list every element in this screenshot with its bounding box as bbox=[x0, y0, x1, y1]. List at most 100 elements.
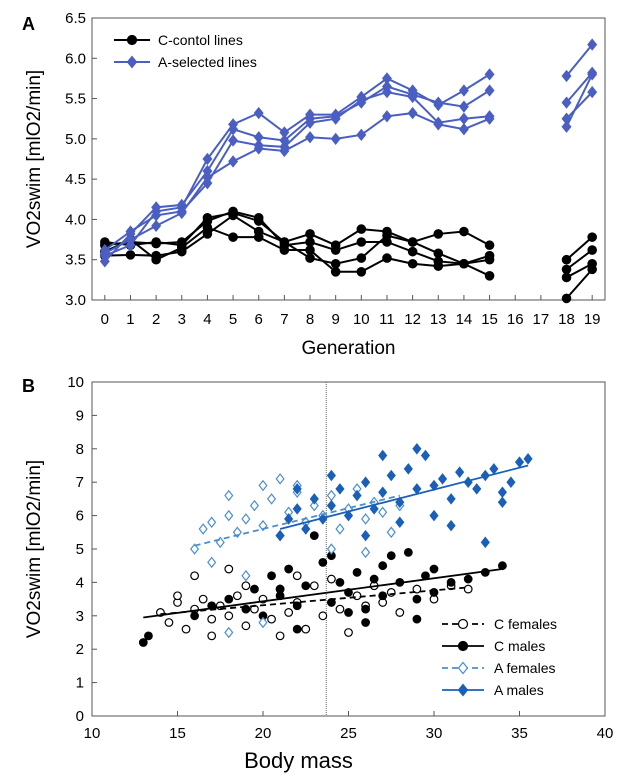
data-point bbox=[378, 449, 388, 462]
x-tick-label: 11 bbox=[379, 311, 395, 328]
panel-b-legend: C females C males A females A males bbox=[442, 616, 557, 698]
series-line bbox=[565, 43, 593, 77]
data-point bbox=[356, 128, 367, 141]
data-point bbox=[407, 90, 418, 104]
data-point bbox=[386, 526, 396, 539]
data-point bbox=[561, 254, 572, 265]
data-point bbox=[412, 584, 422, 594]
x-tick-label: 12 bbox=[404, 311, 421, 328]
data-point bbox=[224, 509, 234, 522]
data-point bbox=[344, 608, 353, 617]
data-point bbox=[190, 571, 200, 581]
data-point bbox=[258, 519, 268, 532]
data-point bbox=[395, 608, 405, 617]
data-point bbox=[561, 120, 572, 133]
panel-b-x-ticks: 10 15 20 25 30 35 40 bbox=[84, 711, 613, 742]
data-point bbox=[484, 68, 495, 81]
data-point bbox=[305, 253, 315, 263]
data-point bbox=[356, 266, 367, 277]
panel-a-plot-frame bbox=[91, 17, 606, 301]
data-point bbox=[458, 112, 469, 125]
data-point bbox=[412, 483, 422, 495]
data-point bbox=[433, 248, 444, 259]
data-point bbox=[561, 69, 572, 83]
series-line bbox=[104, 214, 490, 265]
data-point bbox=[190, 611, 200, 621]
x-tick-label: 8 bbox=[306, 311, 314, 328]
data-point bbox=[378, 486, 388, 498]
series-c-males bbox=[138, 531, 507, 647]
series-line bbox=[565, 236, 593, 261]
data-point bbox=[523, 453, 533, 465]
data-point bbox=[253, 142, 264, 155]
data-point bbox=[267, 571, 276, 581]
y-tick-label: 6.5 bbox=[65, 10, 86, 27]
data-point bbox=[407, 246, 418, 257]
x-tick-label: 6 bbox=[255, 311, 263, 328]
data-point bbox=[561, 272, 572, 283]
data-point bbox=[484, 271, 495, 281]
data-point bbox=[344, 628, 353, 637]
legend-marker bbox=[457, 661, 469, 675]
data-point bbox=[459, 258, 469, 269]
panel-b-x-axis-label: Body mass bbox=[244, 748, 353, 773]
data-point bbox=[326, 469, 336, 482]
data-point bbox=[484, 84, 495, 97]
data-point bbox=[506, 476, 516, 488]
panel-b-y-axis-label: VO2swim [mlO2/min] bbox=[24, 460, 45, 638]
data-point bbox=[228, 208, 238, 218]
data-point bbox=[207, 631, 217, 641]
x-tick-label: 19 bbox=[584, 311, 601, 328]
data-point bbox=[378, 506, 388, 519]
data-point bbox=[433, 96, 444, 109]
data-point bbox=[412, 443, 422, 455]
data-point bbox=[309, 581, 319, 591]
panel-b-points bbox=[138, 443, 533, 647]
data-point bbox=[207, 516, 217, 529]
data-point bbox=[224, 626, 234, 639]
data-point bbox=[433, 229, 444, 239]
data-point bbox=[326, 499, 336, 512]
data-point bbox=[318, 611, 328, 621]
data-point bbox=[330, 240, 341, 251]
data-point bbox=[292, 503, 302, 515]
data-point bbox=[514, 456, 525, 468]
data-point bbox=[352, 489, 362, 502]
data-point bbox=[407, 106, 418, 120]
data-point bbox=[284, 608, 294, 617]
series-line bbox=[104, 85, 491, 263]
x-tick-label: 4 bbox=[203, 311, 211, 328]
data-point bbox=[228, 232, 238, 242]
data-point bbox=[497, 496, 507, 509]
data-point bbox=[382, 226, 392, 237]
legend-marker bbox=[126, 34, 138, 46]
legend-label: C females bbox=[494, 616, 557, 632]
data-point bbox=[561, 293, 572, 304]
data-point bbox=[335, 604, 345, 614]
data-point bbox=[446, 493, 456, 505]
data-point bbox=[420, 449, 431, 462]
data-point bbox=[378, 561, 388, 571]
data-point bbox=[330, 132, 341, 146]
data-point bbox=[224, 489, 234, 502]
legend-label: A females bbox=[494, 660, 555, 676]
legend-marker bbox=[457, 618, 469, 630]
legend-label: C-contol lines bbox=[158, 32, 243, 48]
data-point bbox=[202, 171, 213, 184]
data-point bbox=[395, 516, 405, 529]
data-point bbox=[497, 486, 507, 498]
data-point bbox=[326, 489, 336, 502]
data-point bbox=[369, 503, 379, 515]
data-point bbox=[151, 250, 161, 261]
data-point bbox=[382, 253, 392, 263]
data-point bbox=[458, 84, 469, 97]
data-point bbox=[305, 229, 315, 239]
fit-line bbox=[279, 464, 529, 530]
data-point bbox=[164, 618, 174, 627]
panel-b-fit-lines bbox=[143, 464, 529, 619]
data-point bbox=[279, 245, 290, 255]
data-point bbox=[301, 581, 311, 591]
series-line bbox=[565, 72, 593, 104]
y-tick-label: 4.5 bbox=[65, 171, 86, 188]
data-point bbox=[253, 216, 264, 226]
